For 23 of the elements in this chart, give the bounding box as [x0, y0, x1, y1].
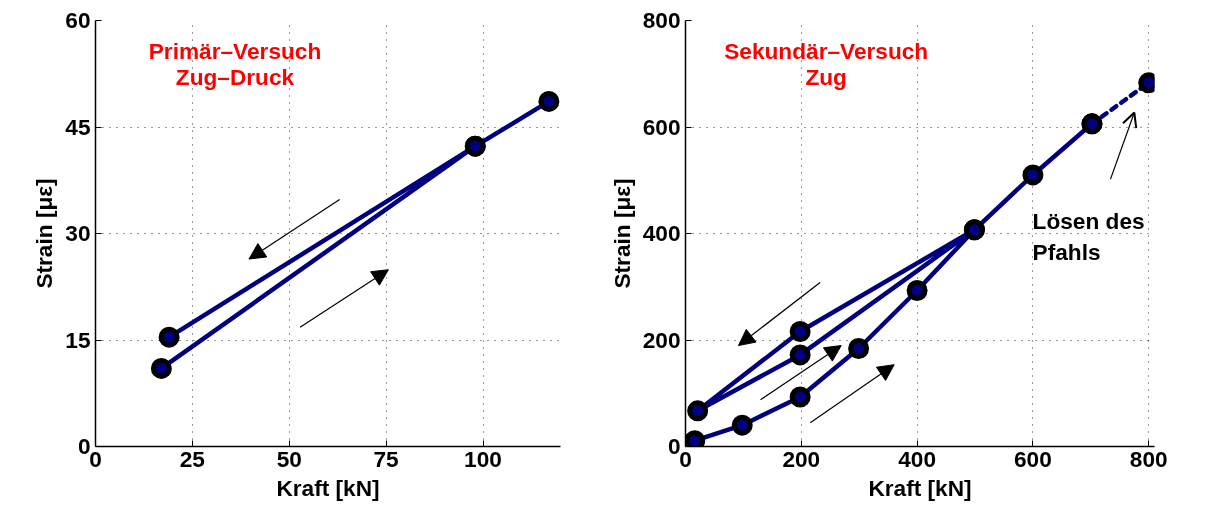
y-tick-label: 200 [642, 326, 681, 353]
x-tick-label: 800 [1129, 445, 1168, 472]
x-axis-title: Kraft [kN] [868, 474, 972, 501]
x-tick-label: 75 [373, 445, 399, 472]
annotation: Lösen des Pfahls [1032, 207, 1145, 266]
y-tick-label: 800 [642, 7, 681, 33]
text: Sekundär–Versuch Zug [724, 37, 929, 90]
y-tick-label: 600 [642, 113, 681, 140]
y-tick-label: 400 [642, 220, 681, 246]
text: Primär–Versuch Zug–Druck [148, 37, 322, 90]
y-tick-label: 30 [65, 220, 91, 246]
x-tick-label: 100 [464, 445, 502, 472]
x-tick-label: 200 [782, 445, 821, 472]
y-axis-title: Strain [με] [608, 178, 635, 289]
y-tick-label: 60 [65, 7, 91, 33]
y-tick-label: 45 [65, 113, 91, 140]
x-tick-label: 50 [276, 445, 302, 472]
x-tick-label: 600 [1014, 445, 1052, 472]
x-axis-title: Kraft [kN] [276, 474, 380, 501]
y-tick-label: 15 [65, 326, 91, 353]
y-axis-title: Strain [με] [31, 178, 58, 289]
x-tick-label: 400 [898, 445, 937, 472]
x-tick-label: 25 [179, 445, 205, 472]
